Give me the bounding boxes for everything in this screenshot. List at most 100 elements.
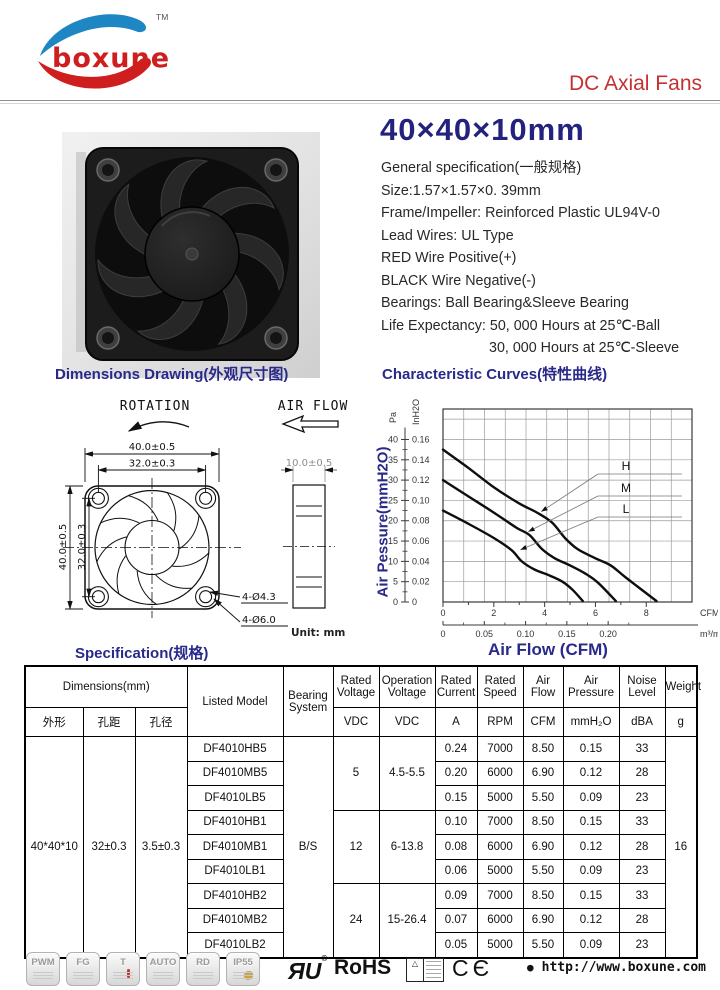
impeller-blades [96, 491, 210, 605]
corner-screw-holes [96, 158, 288, 350]
svg-text:30: 30 [388, 475, 398, 485]
svg-text:5: 5 [393, 577, 398, 587]
spec-line: Size:1.57×1.57×0. 39mm [381, 182, 541, 199]
rohs-mark: RoHS [334, 956, 392, 979]
trademark-symbol: TM [156, 12, 168, 22]
website: ● http://www.boxune.com [527, 960, 706, 975]
spec-cell: 5000 [476, 785, 524, 811]
spec-cell: 6.90 [522, 760, 564, 786]
spec-cell: 0.15 [434, 785, 478, 811]
spec-cell: 23 [618, 785, 666, 811]
dim-hole-pitch-v-label: 32.0±0.3 [77, 524, 88, 571]
svg-text:20: 20 [388, 516, 398, 526]
auto-restart-icon: AUTO [146, 952, 180, 986]
rd-icon: RD [186, 952, 220, 986]
thermal-icon-label: T [120, 957, 126, 968]
col-header: Weight [664, 665, 701, 708]
model-cell: DF4010MB5 [186, 760, 284, 786]
svg-text:2: 2 [491, 608, 496, 618]
rd-icon-label: RD [196, 957, 210, 968]
unit-header: mmH₂O [562, 707, 620, 737]
svg-text:15: 15 [388, 536, 398, 546]
svg-text:0.10: 0.10 [517, 629, 535, 638]
sub-header: 孔距 [82, 707, 136, 737]
spec-cell: 28 [618, 760, 666, 786]
spec-cell: 33 [618, 883, 666, 909]
bullet-icon: ● [527, 961, 534, 974]
col-header-bearing: Bearing System [282, 665, 334, 737]
svg-text:0.10: 0.10 [412, 495, 430, 505]
model-cell: DF4010LB5 [186, 785, 284, 811]
table-row: DF4010MB2 0.07 6000 6.90 0.12 28 [25, 907, 697, 933]
spec-cell: 8.50 [522, 809, 564, 835]
spec-cell: 0.05 [434, 932, 478, 958]
svg-text:0.04: 0.04 [412, 556, 430, 566]
svg-text:m³/min: m³/min [700, 629, 718, 638]
svg-text:8: 8 [644, 608, 649, 618]
warning-label-icon: △ [406, 958, 444, 982]
spec-line: BLACK Wire Negative(-) [381, 272, 536, 289]
fan-photo-graphic [62, 132, 320, 378]
mount-holes [87, 487, 217, 608]
chart-x-axis-title: Air Flow (CFM) [488, 640, 608, 659]
svg-text:Pa: Pa [388, 412, 398, 423]
unit-header: dBA [618, 707, 666, 737]
unit-header: VDC [332, 707, 380, 737]
hub-circle [124, 519, 180, 576]
unit-header: g [664, 707, 698, 737]
pwm-icon-label: PWM [31, 957, 55, 968]
hub-center [185, 247, 199, 261]
spec-cell: 0.12 [562, 760, 620, 786]
spec-cell: 5.50 [522, 785, 564, 811]
rated-voltage-cell: 5 [332, 736, 380, 811]
model-cell: DF4010HB5 [186, 736, 284, 762]
spec-cell: 6000 [476, 834, 524, 860]
svg-text:0.14: 0.14 [412, 455, 430, 465]
fan-blades [97, 159, 284, 345]
svg-text:0.15: 0.15 [558, 629, 576, 638]
specification-heading: Specification(规格) [75, 645, 209, 662]
svg-text:0: 0 [393, 597, 398, 607]
impeller-circle [94, 489, 210, 606]
operation-voltage-cell: 4.5-5.5 [378, 736, 436, 811]
curves-chart-graphic: 051015202530354000.020.040.060.080.100.1… [388, 399, 720, 639]
spec-cell: 6.90 [522, 907, 564, 933]
spec-cell: 0.15 [562, 883, 620, 909]
characteristic-curves-chart: 0 5 10 15 20 25 30 35 40 0 0.02 0.04 0.06 0.08 0.10 0.1… [378, 386, 720, 643]
fg-icon-label: FG [76, 957, 90, 968]
dimensions-heading: Dimensions Drawing(外观尺寸图) [55, 366, 289, 383]
spec-cell: 0.12 [562, 834, 620, 860]
curve-H [441, 448, 658, 603]
model-cell: DF4010LB1 [186, 858, 284, 884]
spec-cell: 7000 [476, 809, 524, 835]
spec-cell: 33 [618, 736, 666, 762]
header-divider [0, 100, 720, 104]
bearing-cell: B/S [282, 736, 334, 958]
warning-triangle-icon: △ [407, 959, 424, 981]
svg-text:0.02: 0.02 [412, 577, 430, 587]
col-header: Air Pressure [562, 665, 620, 708]
brand-logo: boxune TM [28, 4, 188, 105]
thermal-icon: T [106, 952, 140, 986]
spec-cell: 28 [618, 834, 666, 860]
svg-text:10: 10 [388, 556, 398, 566]
spec-cell: 7000 [476, 883, 524, 909]
spec-cell: 0.12 [562, 907, 620, 933]
ul-mark-text: ЯU [288, 958, 322, 984]
rotation-arrow [127, 421, 190, 432]
logo-red-swoosh [38, 57, 152, 89]
photo-shadow [76, 152, 86, 352]
model-cell: DF4010HB2 [186, 883, 284, 909]
col-header: Noise Level [618, 665, 666, 708]
col-header-dimensions: Dimensions(mm) [24, 665, 188, 708]
specification-table: Dimensions(mm) Listed Model Bearing Syst… [24, 665, 701, 959]
spec-cell: 0.24 [434, 736, 478, 762]
spec-line: RED Wire Positive(+) [381, 250, 517, 266]
unit-label: Unit: mm [291, 627, 345, 639]
svg-text:0.05: 0.05 [476, 629, 494, 638]
col-header: Rated Current [434, 665, 478, 708]
website-link[interactable]: http://www.boxune.com [541, 960, 706, 975]
spec-cell: 0.06 [434, 858, 478, 884]
feature-icons: PWM FG T AUTO RD IP55 [26, 952, 260, 986]
